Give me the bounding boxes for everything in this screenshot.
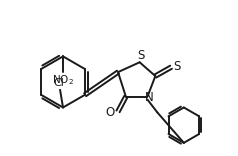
Text: S: S	[173, 60, 181, 73]
Text: N: N	[145, 91, 154, 104]
Text: S: S	[137, 49, 144, 62]
Text: Cl: Cl	[54, 78, 64, 88]
Text: NO$_2$: NO$_2$	[52, 73, 74, 87]
Text: O: O	[105, 106, 115, 119]
